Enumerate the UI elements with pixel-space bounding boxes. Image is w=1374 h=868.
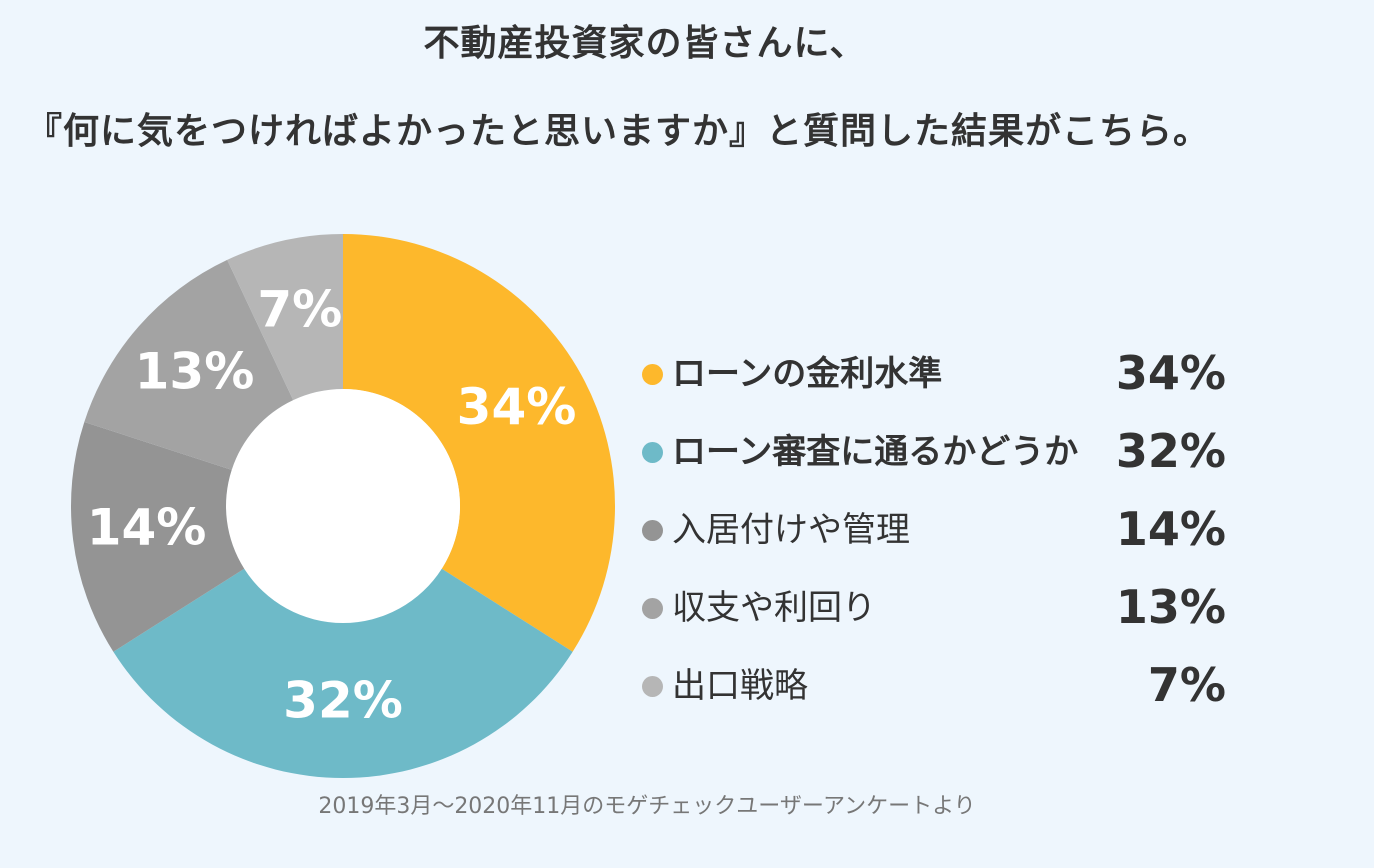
donut-hole xyxy=(226,389,460,623)
chart-legend: ローンの金利水準 34% ローン審査に通るかどうか 32% 入居付けや管理 14% 収支や利… xyxy=(640,338,1230,728)
legend-item: 出口戦略 7% xyxy=(640,650,1230,728)
legend-label: 収支や利回り xyxy=(672,588,876,628)
slice-value-label-3: 13% xyxy=(135,343,255,401)
slice-value-label-4: 7% xyxy=(257,280,342,338)
slice-value-label-0: 34% xyxy=(457,378,577,436)
legend-label: 入居付けや管理 xyxy=(672,510,910,550)
legend-item: ローンの金利水準 34% xyxy=(640,338,1230,416)
legend-dot-icon xyxy=(642,364,663,385)
legend-label: 出口戦略 xyxy=(672,666,808,706)
page-title-line-1: 不動産投資家の皆さんに、 xyxy=(423,23,867,64)
slice-value-label-2: 14% xyxy=(87,498,207,556)
legend-label: ローン審査に通るかどうか xyxy=(672,432,1079,472)
legend-dot-icon xyxy=(642,598,663,619)
legend-dot-icon xyxy=(642,520,663,541)
source-note: 2019年3月〜2020年11月のモゲチェックユーザーアンケートより xyxy=(318,794,976,819)
donut-slice-1 xyxy=(113,568,573,778)
legend-value: 32% xyxy=(1115,424,1226,478)
legend-value: 34% xyxy=(1115,346,1226,400)
legend-value: 14% xyxy=(1115,502,1226,556)
legend-item: 入居付けや管理 14% xyxy=(640,494,1230,572)
legend-item: 収支や利回り 13% xyxy=(640,572,1230,650)
legend-value: 13% xyxy=(1115,580,1226,634)
donut-slice-4 xyxy=(227,234,343,401)
slice-value-label-1: 32% xyxy=(283,672,403,730)
page-title-line-2: 『何に気をつければよかったと思いますか』と質問した結果がこちら。 xyxy=(26,111,1211,152)
legend-dot-icon xyxy=(642,442,663,463)
legend-value: 7% xyxy=(1147,658,1226,712)
legend-item: ローン審査に通るかどうか 32% xyxy=(640,416,1230,494)
donut-slice-3 xyxy=(84,259,294,470)
legend-label: ローンの金利水準 xyxy=(672,354,943,394)
legend-dot-icon xyxy=(642,676,663,697)
donut-slice-2 xyxy=(71,421,245,652)
donut-slice-0 xyxy=(343,234,615,652)
